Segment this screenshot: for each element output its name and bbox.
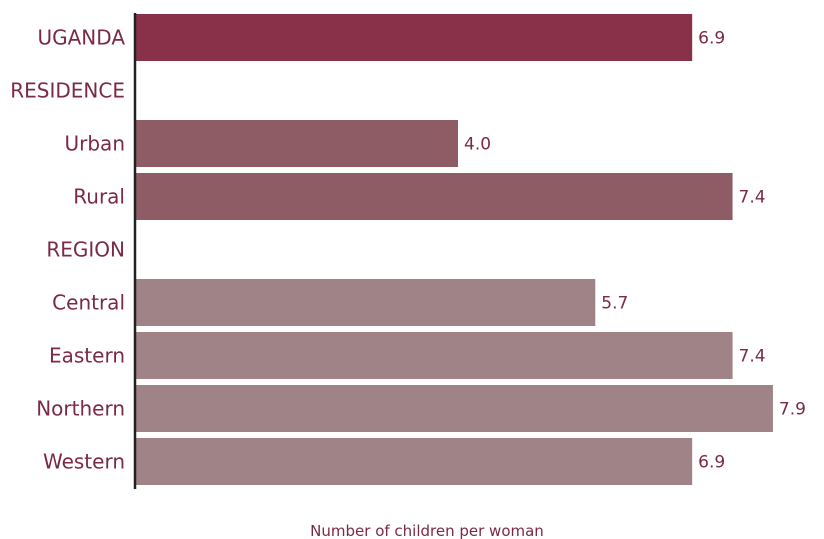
value-label-urban: 4.0 [464,135,491,155]
bar-central [135,279,596,326]
category-label-eastern: Eastern [49,344,125,368]
value-label-uganda: 6.9 [698,29,725,49]
category-labels: UGANDA RESIDENCE Urban Rural REGION Central Ea… [10,26,125,474]
category-label-western: Western [43,450,125,474]
category-label-urban: Urban [65,132,126,156]
bar-western [135,438,693,485]
value-label-central: 5.7 [601,294,628,314]
bar-rural [135,173,733,220]
category-label-uganda: UGANDA [37,26,125,50]
x-axis-title: Number of children per woman [310,522,544,539]
category-label-northern: Northern [36,397,125,421]
bar-eastern [135,332,733,379]
bar-northern [135,385,773,432]
bar-uganda [135,14,693,61]
value-label-western: 6.9 [698,453,725,473]
category-label-central: Central [52,291,125,315]
category-label-rural: Rural [73,185,125,209]
bar-urban [135,120,458,167]
value-label-eastern: 7.4 [739,347,766,367]
category-label-residence: RESIDENCE [10,79,125,103]
category-label-region: REGION [46,238,125,262]
value-labels: 6.9 4.0 7.4 5.7 7.4 7.9 6.9 [464,29,806,473]
value-label-northern: 7.9 [779,400,806,420]
value-label-rural: 7.4 [739,188,766,208]
bars-layer [135,14,773,485]
